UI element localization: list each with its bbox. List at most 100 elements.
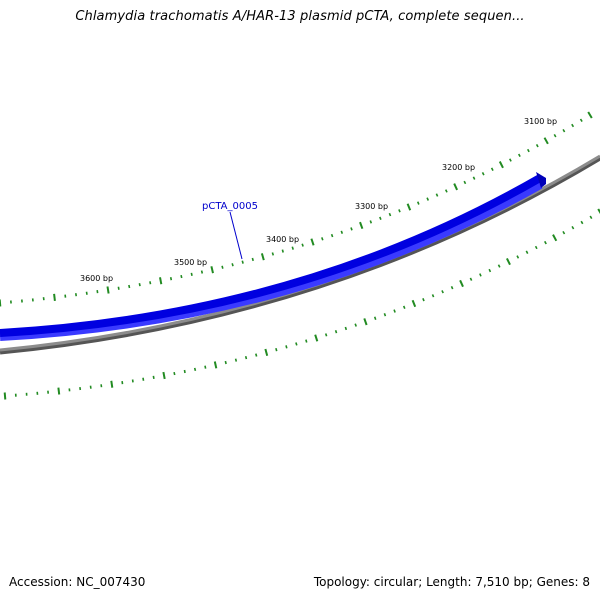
inner-ruler-tick: [525, 250, 529, 254]
outer-ruler-tick: [463, 180, 467, 185]
outer-ruler-tick: [251, 257, 254, 262]
outer-ruler-tick: [571, 123, 575, 128]
inner-ruler-tick: [57, 387, 61, 395]
inner-ruler-tick: [234, 358, 238, 362]
outer-ruler-tick: [321, 237, 324, 241]
inner-ruler-tick: [469, 277, 473, 281]
gene-label-group[interactable]: pCTA_0005: [202, 201, 258, 260]
outer-ruler-tick: [330, 233, 334, 238]
outer-ruler-tick: [138, 283, 141, 287]
ruler-label-3300: 3300 bp: [355, 202, 388, 211]
outer-ruler-tick: [169, 277, 173, 281]
inner-ruler-tick: [152, 375, 155, 380]
outer-ruler-tick: [543, 137, 549, 145]
inner-ruler-tick: [295, 342, 298, 346]
outer-ruler-tick: [406, 203, 412, 211]
ruler-label-3400: 3400 bp: [266, 235, 299, 244]
outer-ruler-tick: [53, 293, 56, 302]
inner-ruler-tick: [562, 231, 566, 235]
ruler-label-3100: 3100 bp: [524, 117, 557, 126]
inner-ruler-tick: [183, 369, 186, 374]
inner-ruler-tick: [441, 290, 444, 294]
gene-arc-upper: [0, 174, 542, 337]
inner-ruler-ticks: [3, 208, 600, 400]
ruler-label-3200: 3200 bp: [442, 163, 475, 172]
inner-ruler-tick: [488, 268, 492, 273]
gene-label-pCTA_0005: pCTA_0005: [202, 201, 258, 212]
outer-ruler-tick: [416, 201, 420, 205]
outer-ruler-tick: [106, 286, 110, 294]
outer-ruler-tick: [388, 212, 392, 217]
inner-ruler-tick: [334, 330, 338, 334]
inner-ruler-tick: [110, 380, 114, 388]
inner-ruler-tick: [431, 294, 435, 298]
outer-ruler-tick: [453, 183, 459, 191]
outer-ruler-tick: [117, 286, 120, 290]
outer-ruler-tick: [159, 277, 163, 285]
inner-ruler-tick: [506, 257, 511, 266]
outer-ruler-tick: [562, 129, 566, 133]
ruler-label-3500: 3500 bp: [174, 258, 207, 267]
inner-ruler-tick: [534, 245, 538, 250]
outer-ruler-tick: [398, 209, 401, 213]
inner-ruler-tick: [580, 220, 584, 225]
inner-ruler-tick: [213, 361, 218, 369]
inner-ruler-tick: [589, 215, 593, 219]
outer-ruler-tick: [350, 227, 353, 231]
outer-ruler-tick: [210, 266, 214, 274]
inner-ruler-tick: [479, 273, 482, 277]
outer-ruler-tick: [379, 216, 382, 220]
inner-ruler-tick: [544, 240, 547, 245]
outer-ruler-tick: [85, 291, 88, 295]
outer-ruler-tick: [260, 253, 265, 261]
outer-ruler-tick: [435, 193, 439, 197]
topology-summary: Topology: circular; Length: 7,510 bp; Ge…: [313, 575, 590, 589]
outer-ruler-tick: [128, 284, 131, 289]
outer-ruler-tick: [579, 118, 583, 123]
outer-ruler-tick: [231, 263, 234, 267]
outer-ruler-tick: [149, 281, 152, 285]
inner-ruler-tick: [314, 334, 319, 342]
inner-ruler-tick: [383, 313, 387, 317]
inner-ruler-tick: [552, 234, 558, 242]
inner-ruler-tick: [264, 348, 269, 357]
gene-label-leader: [229, 211, 243, 260]
inner-ruler-tick: [363, 318, 368, 326]
outer-ruler-tick: [472, 176, 476, 180]
inner-ruler-tick: [571, 226, 575, 230]
gene-arc-lower: [0, 179, 543, 341]
inner-ruler-tick: [411, 299, 417, 308]
inner-ruler-tick: [354, 323, 357, 327]
outer-ruler-tick: [553, 134, 557, 138]
outer-ruler-tick: [180, 274, 183, 279]
ruler-label-3600: 3600 bp: [80, 274, 113, 283]
outer-ruler-tick: [200, 270, 204, 274]
outer-ruler-tick: [340, 230, 344, 234]
inner-ruler-tick: [516, 255, 520, 259]
outer-ruler-tick: [535, 144, 539, 148]
inner-ruler-tick: [344, 326, 348, 331]
outer-ruler-tick: [508, 158, 512, 162]
outer-ruler-tick: [426, 197, 430, 201]
outer-ruler-tick: [291, 246, 294, 250]
inner-ruler-tick: [459, 279, 464, 288]
outer-ruler-tick: [481, 172, 485, 176]
inner-ruler-tick: [255, 353, 258, 357]
map-title: Chlamydia trachomatis A/HAR-13 plasmid p…: [75, 9, 525, 24]
outer-ruler-tick: [490, 167, 494, 171]
inner-ruler-tick: [142, 377, 145, 381]
inner-ruler-tick: [324, 333, 328, 337]
outer-ruler-tick: [271, 252, 275, 256]
inner-ruler-tick: [497, 264, 501, 268]
gene-arrowhead: [536, 172, 546, 188]
gene-feature-pCTA_0005[interactable]: [0, 172, 546, 341]
accession-text: Accession: NC_007430: [9, 575, 146, 589]
inner-ruler-tick: [244, 356, 248, 360]
outer-ruler-tick: [359, 221, 364, 230]
inner-ruler-tick: [393, 309, 396, 313]
inner-ruler-tick: [193, 367, 197, 371]
outer-ruler-tick: [369, 220, 373, 224]
inner-ruler-tick: [597, 208, 600, 214]
inner-ruler-tick: [3, 392, 7, 400]
